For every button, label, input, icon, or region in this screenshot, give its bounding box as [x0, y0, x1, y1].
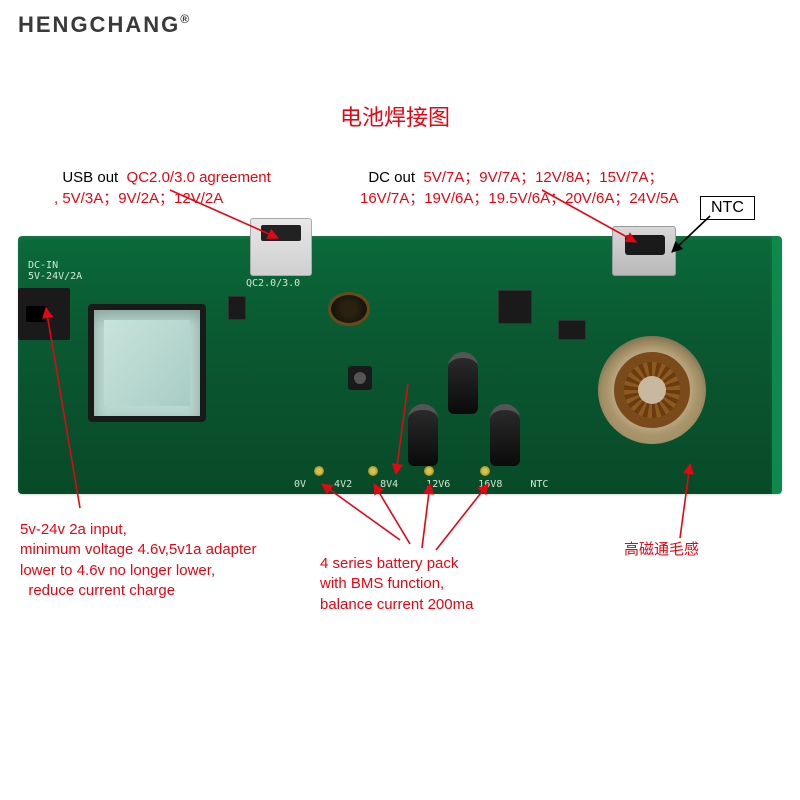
capacitor	[490, 404, 520, 466]
annot-dc-out-lead: DC out	[368, 169, 415, 186]
dc-in-jack	[18, 288, 70, 340]
usb-port	[250, 218, 312, 276]
pcb-board: DC-IN 5V-24V/2A QC2.0/3.0 0V 4V2 8V4 12V6 16…	[18, 236, 782, 494]
ic-chip	[498, 290, 532, 324]
silk-pad-label: 16V8	[478, 479, 502, 490]
ic-chip	[558, 320, 586, 340]
annot-ntc: NTC	[700, 196, 755, 220]
annot-inductor: 高磁通毛感	[624, 540, 699, 560]
silk-pad-label: 8V4	[380, 479, 398, 490]
inductor-small	[328, 292, 370, 326]
solder-pad-hole	[424, 466, 434, 476]
capacitor	[448, 352, 478, 414]
solder-pad-hole	[480, 466, 490, 476]
brand-watermark: HENGCHANG®	[18, 12, 191, 38]
annot-dc-out: DC out 5V/7A；9V/7A；12V/8A；15V/7A； 16V/7A…	[360, 148, 679, 209]
annot-dc-in: 5v-24v 2a input, minimum voltage 4.6v,5v…	[20, 520, 257, 601]
ic-chip	[228, 296, 246, 320]
dc-out-jack	[612, 226, 676, 276]
silk-pad-label: 4V2	[334, 479, 352, 490]
silk-pad-label: NTC	[530, 479, 548, 490]
registered-mark: ®	[180, 12, 191, 26]
inductor-large	[598, 336, 706, 444]
push-button	[348, 366, 372, 390]
capacitor	[408, 404, 438, 466]
solder-pad-hole	[368, 466, 378, 476]
silk-pad-label: 0V	[294, 479, 306, 490]
annot-usb-out-lead: USB out	[62, 169, 118, 186]
annot-battery: 4 series battery pack with BMS function,…	[320, 554, 473, 615]
brand-text: HENGCHANG	[18, 12, 180, 37]
annot-usb-out: USB out QC2.0/3.0 agreement , 5V/3A；9V/2…	[54, 148, 271, 209]
solder-pad-hole	[314, 466, 324, 476]
diagram-title: 电池焊接图	[340, 100, 450, 132]
silk-qc: QC2.0/3.0	[246, 278, 300, 289]
lcd-display	[88, 304, 206, 422]
silk-dcin: DC-IN 5V-24V/2A	[28, 260, 82, 282]
silk-pad-label: 12V6	[426, 479, 450, 490]
